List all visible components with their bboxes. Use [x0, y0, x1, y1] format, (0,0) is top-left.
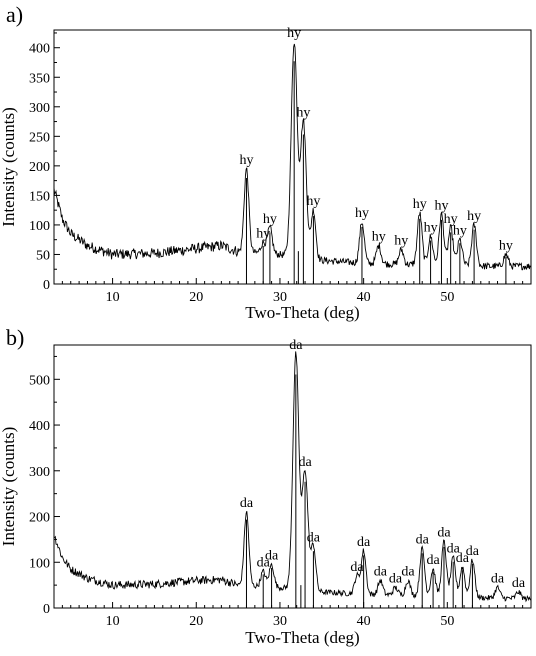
plot-frame: [53, 29, 532, 285]
x-tick-label: 20: [189, 614, 203, 629]
y-tick-label: 250: [29, 130, 50, 145]
peak-label: da: [298, 455, 312, 470]
peak-label: da: [265, 549, 279, 564]
peak-label: da: [357, 535, 371, 550]
peak-label: da: [389, 571, 403, 586]
x-axis-label: Two-Theta (deg): [245, 628, 359, 647]
peak-label: hy: [296, 106, 310, 121]
peak-label: da: [374, 565, 388, 580]
peak-label: da: [491, 571, 505, 586]
peak-label: da: [456, 551, 470, 566]
peak-label: da: [416, 533, 430, 548]
peak-label: hy: [413, 197, 427, 212]
peak-label: hy: [434, 198, 448, 213]
peak-label: hy: [424, 221, 438, 236]
x-axis-label: Two-Theta (deg): [245, 303, 359, 322]
peak-label: da: [307, 530, 321, 545]
peak-label: hy: [394, 234, 408, 249]
x-tick-label: 40: [357, 614, 371, 629]
peak-label: da: [512, 576, 526, 591]
series-line: [53, 43, 532, 271]
peak-label: da: [240, 496, 254, 511]
y-tick-label: 150: [29, 189, 50, 204]
peak-label: da: [447, 542, 461, 557]
y-tick-label: 300: [29, 101, 50, 116]
panel-label: b): [6, 325, 24, 350]
peak-label: hy: [306, 194, 320, 209]
peak-label: da: [466, 544, 480, 559]
y-tick-label: 350: [29, 71, 50, 86]
x-tick-label: 30: [273, 614, 287, 629]
y-tick-label: 200: [29, 511, 50, 526]
series-line: [53, 351, 532, 603]
x-tick-label: 40: [357, 290, 371, 305]
y-tick-label: 400: [29, 42, 50, 57]
plot-frame: [53, 344, 532, 609]
peak-label: da: [289, 338, 303, 353]
x-tick-label: 20: [189, 290, 203, 305]
x-tick-label: 10: [106, 290, 120, 305]
peak-label: da: [437, 526, 451, 541]
peak-label: da: [426, 553, 440, 568]
peak-label: da: [350, 560, 364, 575]
peak-label: da: [257, 555, 271, 570]
peak-label: hy: [287, 26, 301, 41]
peak-label: hy: [499, 238, 513, 253]
y-tick-label: 500: [29, 373, 50, 388]
peak-label: hy: [372, 230, 386, 245]
peak-label: hy: [263, 212, 277, 227]
y-tick-label: 100: [29, 219, 50, 234]
y-tick-label: 200: [29, 160, 50, 175]
y-axis-label: Intensity (counts): [0, 427, 18, 546]
peak-label: hy: [467, 209, 481, 224]
peak-label: hy: [355, 206, 369, 221]
panel-label: a): [6, 2, 23, 27]
x-tick-label: 50: [440, 614, 454, 629]
y-tick-label: 300: [29, 465, 50, 480]
peak-label: hy: [453, 224, 467, 239]
peak-label: hy: [444, 212, 458, 227]
x-tick-label: 10: [106, 614, 120, 629]
peak-label: da: [401, 565, 415, 580]
peak-label: hy: [256, 227, 270, 242]
y-tick-label: 0: [43, 602, 50, 617]
y-tick-label: 0: [43, 278, 50, 293]
y-tick-label: 50: [36, 248, 50, 263]
x-tick-label: 30: [273, 290, 287, 305]
x-tick-label: 50: [440, 290, 454, 305]
y-tick-label: 400: [29, 419, 50, 434]
y-axis-label: Intensity (counts): [0, 107, 18, 226]
peak-label: hy: [239, 153, 253, 168]
y-tick-label: 100: [29, 556, 50, 571]
